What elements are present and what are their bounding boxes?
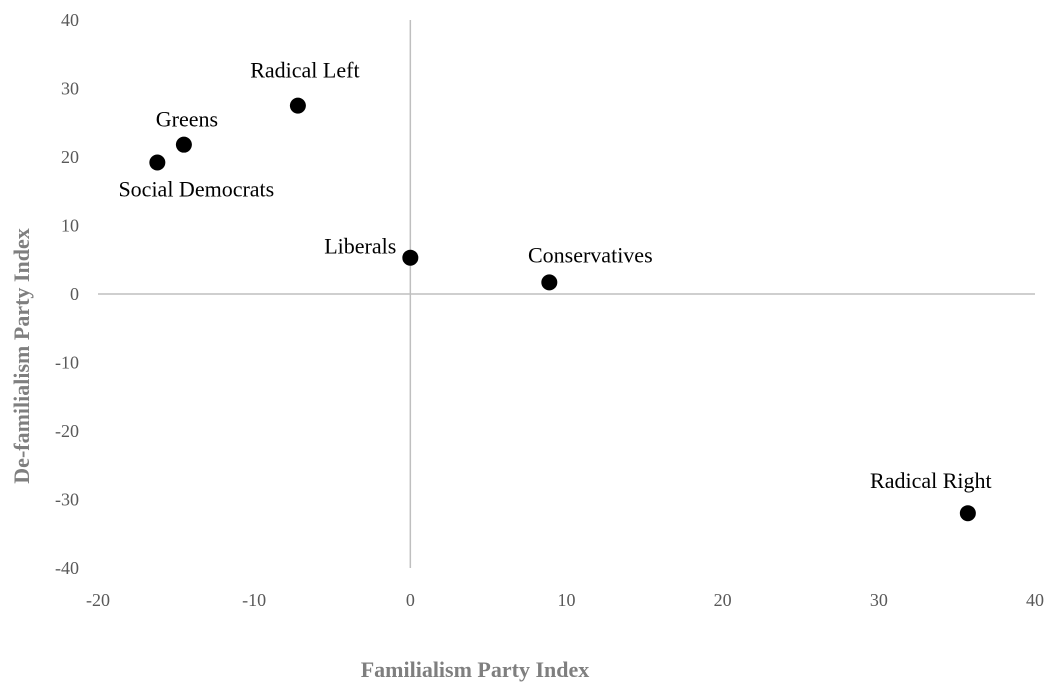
y-tick-label: -20 <box>55 421 79 441</box>
point-label: Radical Right <box>870 468 992 493</box>
y-tick-label: 40 <box>61 10 79 30</box>
data-point <box>959 505 976 522</box>
x-tick-label: 30 <box>870 590 888 610</box>
axes <box>98 20 1035 568</box>
x-tick-labels: -20 -10 0 10 20 30 40 <box>86 590 1044 610</box>
point-label: Social Democrats <box>118 176 274 201</box>
point-label: Greens <box>156 107 218 132</box>
x-tick-label: 10 <box>558 590 576 610</box>
data-point <box>175 136 192 153</box>
y-tick-labels: 40 30 20 10 0 -10 -20 -30 -40 <box>55 10 79 578</box>
point-labels: Radical Left Greens Social Democrats Libera… <box>118 58 991 494</box>
x-tick-label: 20 <box>714 590 732 610</box>
data-point <box>541 274 558 291</box>
y-tick-label: 10 <box>61 216 79 236</box>
data-point <box>149 154 166 171</box>
x-axis-title: Familialism Party Index <box>361 657 590 682</box>
x-tick-label: -10 <box>242 590 266 610</box>
y-tick-label: 0 <box>70 284 79 304</box>
x-tick-label: 0 <box>406 590 415 610</box>
y-tick-label: 20 <box>61 147 79 167</box>
y-tick-label: -40 <box>55 558 79 578</box>
y-tick-label: 30 <box>61 79 79 99</box>
point-label: Liberals <box>324 234 396 259</box>
y-tick-label: -30 <box>55 490 79 510</box>
x-tick-label: -20 <box>86 590 110 610</box>
point-label: Radical Left <box>250 58 359 83</box>
data-point <box>289 97 306 114</box>
point-label: Conservatives <box>528 242 653 267</box>
data-point <box>402 249 419 266</box>
data-points <box>149 97 976 522</box>
y-axis-title: De-familialism Party Index <box>9 228 34 483</box>
y-tick-label: -10 <box>55 353 79 373</box>
x-tick-label: 40 <box>1026 590 1044 610</box>
